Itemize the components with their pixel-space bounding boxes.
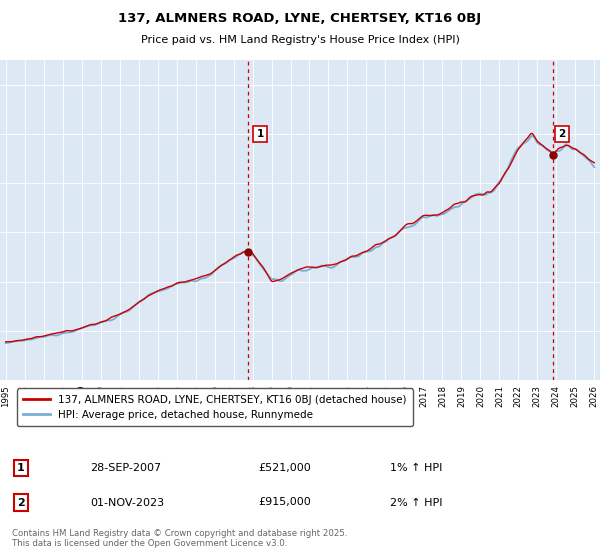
Text: 1: 1 (256, 129, 263, 139)
Text: £915,000: £915,000 (258, 497, 311, 507)
Text: 1% ↑ HPI: 1% ↑ HPI (390, 463, 442, 473)
Text: 01-NOV-2023: 01-NOV-2023 (90, 497, 164, 507)
Text: 2: 2 (17, 497, 25, 507)
Text: 137, ALMNERS ROAD, LYNE, CHERTSEY, KT16 0BJ: 137, ALMNERS ROAD, LYNE, CHERTSEY, KT16 … (118, 12, 482, 25)
Text: £521,000: £521,000 (258, 463, 311, 473)
Text: Price paid vs. HM Land Registry's House Price Index (HPI): Price paid vs. HM Land Registry's House … (140, 35, 460, 45)
Legend: 137, ALMNERS ROAD, LYNE, CHERTSEY, KT16 0BJ (detached house), HPI: Average price: 137, ALMNERS ROAD, LYNE, CHERTSEY, KT16 … (17, 389, 413, 426)
Text: 28-SEP-2007: 28-SEP-2007 (90, 463, 161, 473)
Text: Contains HM Land Registry data © Crown copyright and database right 2025.
This d: Contains HM Land Registry data © Crown c… (12, 529, 347, 548)
Text: 1: 1 (17, 463, 25, 473)
Text: 2% ↑ HPI: 2% ↑ HPI (390, 497, 443, 507)
Text: 2: 2 (558, 129, 565, 139)
